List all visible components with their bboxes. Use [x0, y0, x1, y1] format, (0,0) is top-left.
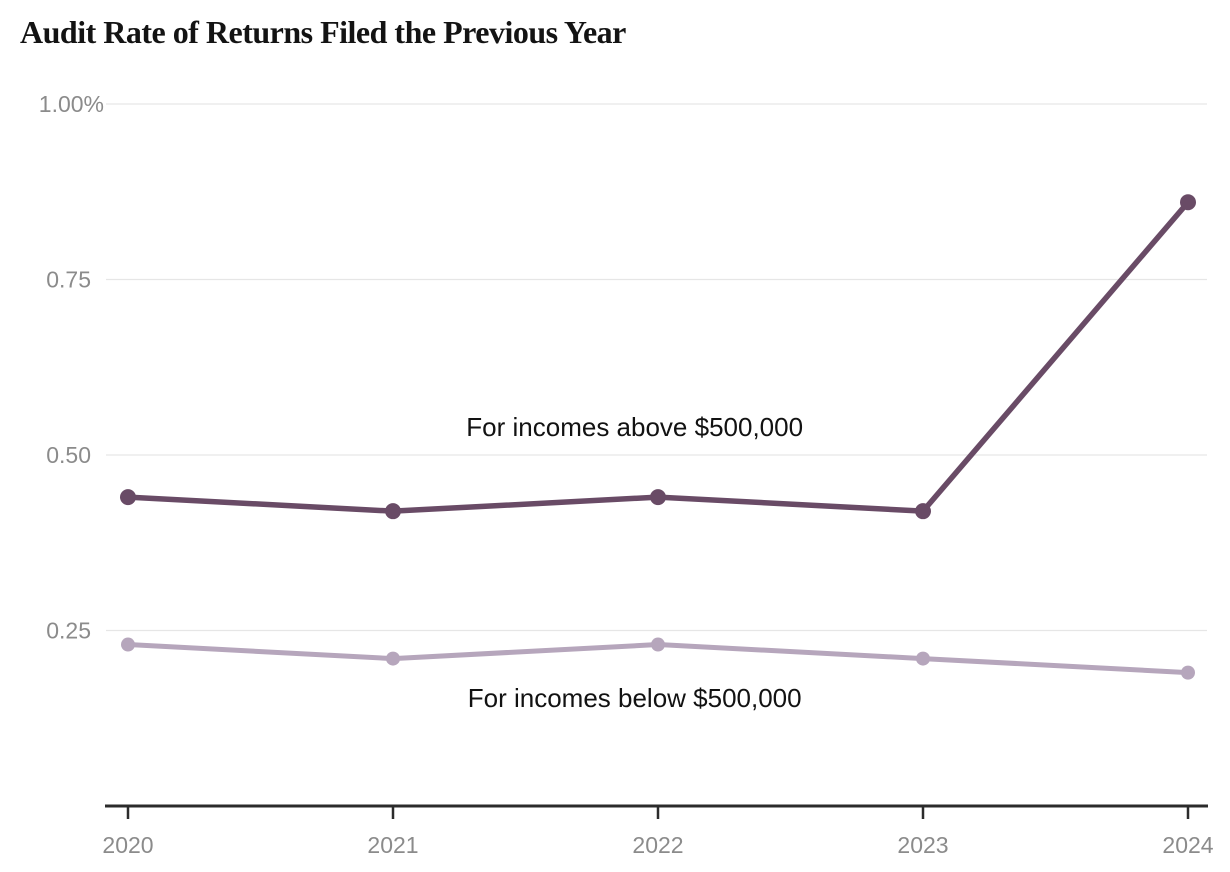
x-tick-label: 2024	[1162, 832, 1213, 858]
y-tick-label: 1.00%	[39, 91, 104, 117]
data-point-below-500k	[386, 651, 400, 666]
data-point-above-500k	[650, 489, 666, 506]
data-point-above-500k	[915, 503, 931, 520]
data-point-above-500k	[120, 489, 136, 506]
gridlines-group	[106, 103, 1207, 632]
annotations-group: For incomes above $500,000 For incomes be…	[466, 412, 803, 713]
series-label-below-500k: For incomes below $500,000	[468, 683, 802, 713]
series-group	[120, 194, 1196, 680]
series-line-above-500k	[125, 199, 1191, 514]
data-point-below-500k	[651, 637, 665, 652]
x-tick-label: 2023	[897, 832, 948, 858]
data-point-below-500k	[1181, 665, 1195, 680]
x-tick-label: 2021	[367, 832, 418, 858]
series-label-above-500k: For incomes above $500,000	[466, 412, 803, 442]
y-tick-label: 0.75	[46, 267, 91, 293]
data-point-below-500k	[916, 651, 930, 666]
data-point-above-500k	[1180, 194, 1196, 211]
y-tick-label: 0.25	[46, 618, 91, 644]
x-tick-label: 2022	[632, 832, 683, 858]
x-axis-group: 2020 2021 2022 2023 2024	[102, 804, 1214, 858]
y-axis-labels-group: 0.25 0.50 0.75 1.00%	[39, 91, 104, 644]
chart-title: Audit Rate of Returns Filed the Previous…	[20, 14, 626, 50]
y-tick-label: 0.50	[46, 442, 91, 468]
data-point-below-500k	[121, 637, 135, 652]
x-tick-label: 2020	[102, 832, 153, 858]
data-point-above-500k	[385, 503, 401, 520]
